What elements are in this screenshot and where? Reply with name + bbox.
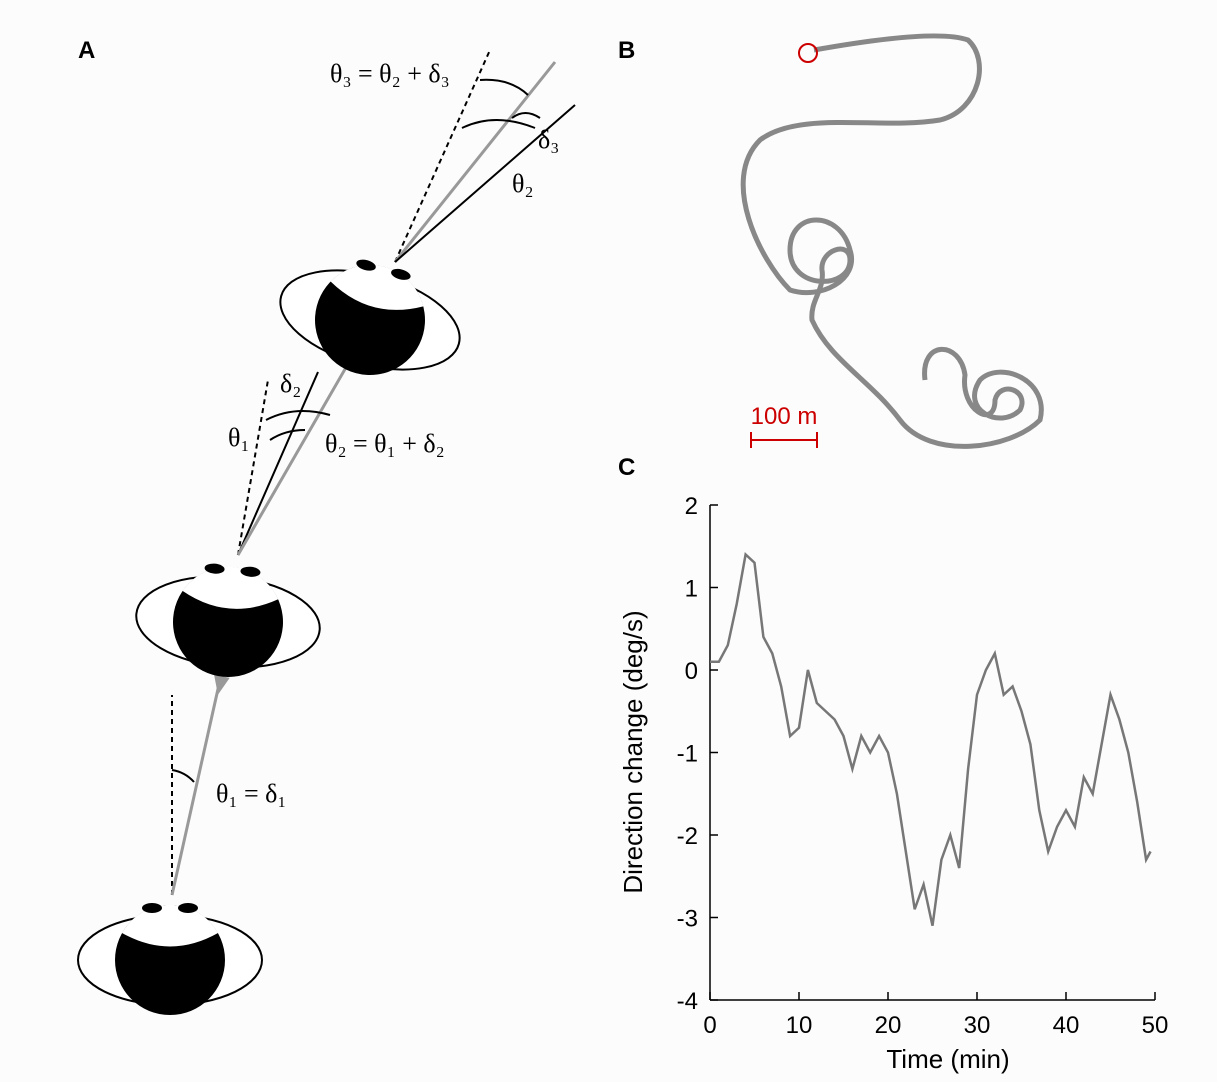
y-tick-label: -2 bbox=[677, 823, 698, 850]
y-axis-label: Direction change (deg/s) bbox=[618, 610, 648, 893]
x-tick-label: 30 bbox=[964, 1012, 991, 1039]
y-tick-label: -3 bbox=[677, 906, 698, 933]
x-tick-label: 10 bbox=[786, 1012, 813, 1039]
angle-label: δ₃ bbox=[538, 125, 559, 154]
x-tick-label: 50 bbox=[1142, 1012, 1169, 1039]
y-tick-label: 0 bbox=[685, 658, 698, 685]
x-tick-label: 40 bbox=[1053, 1012, 1080, 1039]
start-marker bbox=[798, 43, 818, 63]
angle-label: θ₁ bbox=[228, 423, 250, 452]
y-tick-label: -1 bbox=[677, 741, 698, 768]
y-tick-label: -4 bbox=[677, 988, 698, 1015]
y-tick-label: 2 bbox=[685, 493, 698, 520]
equation: θ₁ = δ₁ bbox=[216, 779, 287, 808]
trajectory bbox=[740, 33, 1044, 449]
y-tick-label: 1 bbox=[685, 576, 698, 603]
equation: θ₃ = θ₂ + δ₃ bbox=[330, 59, 450, 88]
scale-label: 100 m bbox=[751, 403, 818, 430]
panel-label: A bbox=[78, 37, 95, 64]
angle-label: θ₂ bbox=[512, 169, 534, 198]
scale-bar bbox=[750, 432, 818, 448]
x-tick-label: 20 bbox=[875, 1012, 902, 1039]
equation: θ₂ = θ₁ + δ₂ bbox=[325, 429, 445, 458]
x-tick-label: 0 bbox=[703, 1012, 716, 1039]
data-line bbox=[710, 552, 1152, 927]
panel-label: B bbox=[618, 37, 635, 64]
angle-label: δ₂ bbox=[280, 369, 301, 398]
panel-label: C bbox=[618, 454, 635, 481]
diagram bbox=[77, 49, 576, 1015]
x-axis-label: Time (min) bbox=[886, 1044, 1009, 1074]
